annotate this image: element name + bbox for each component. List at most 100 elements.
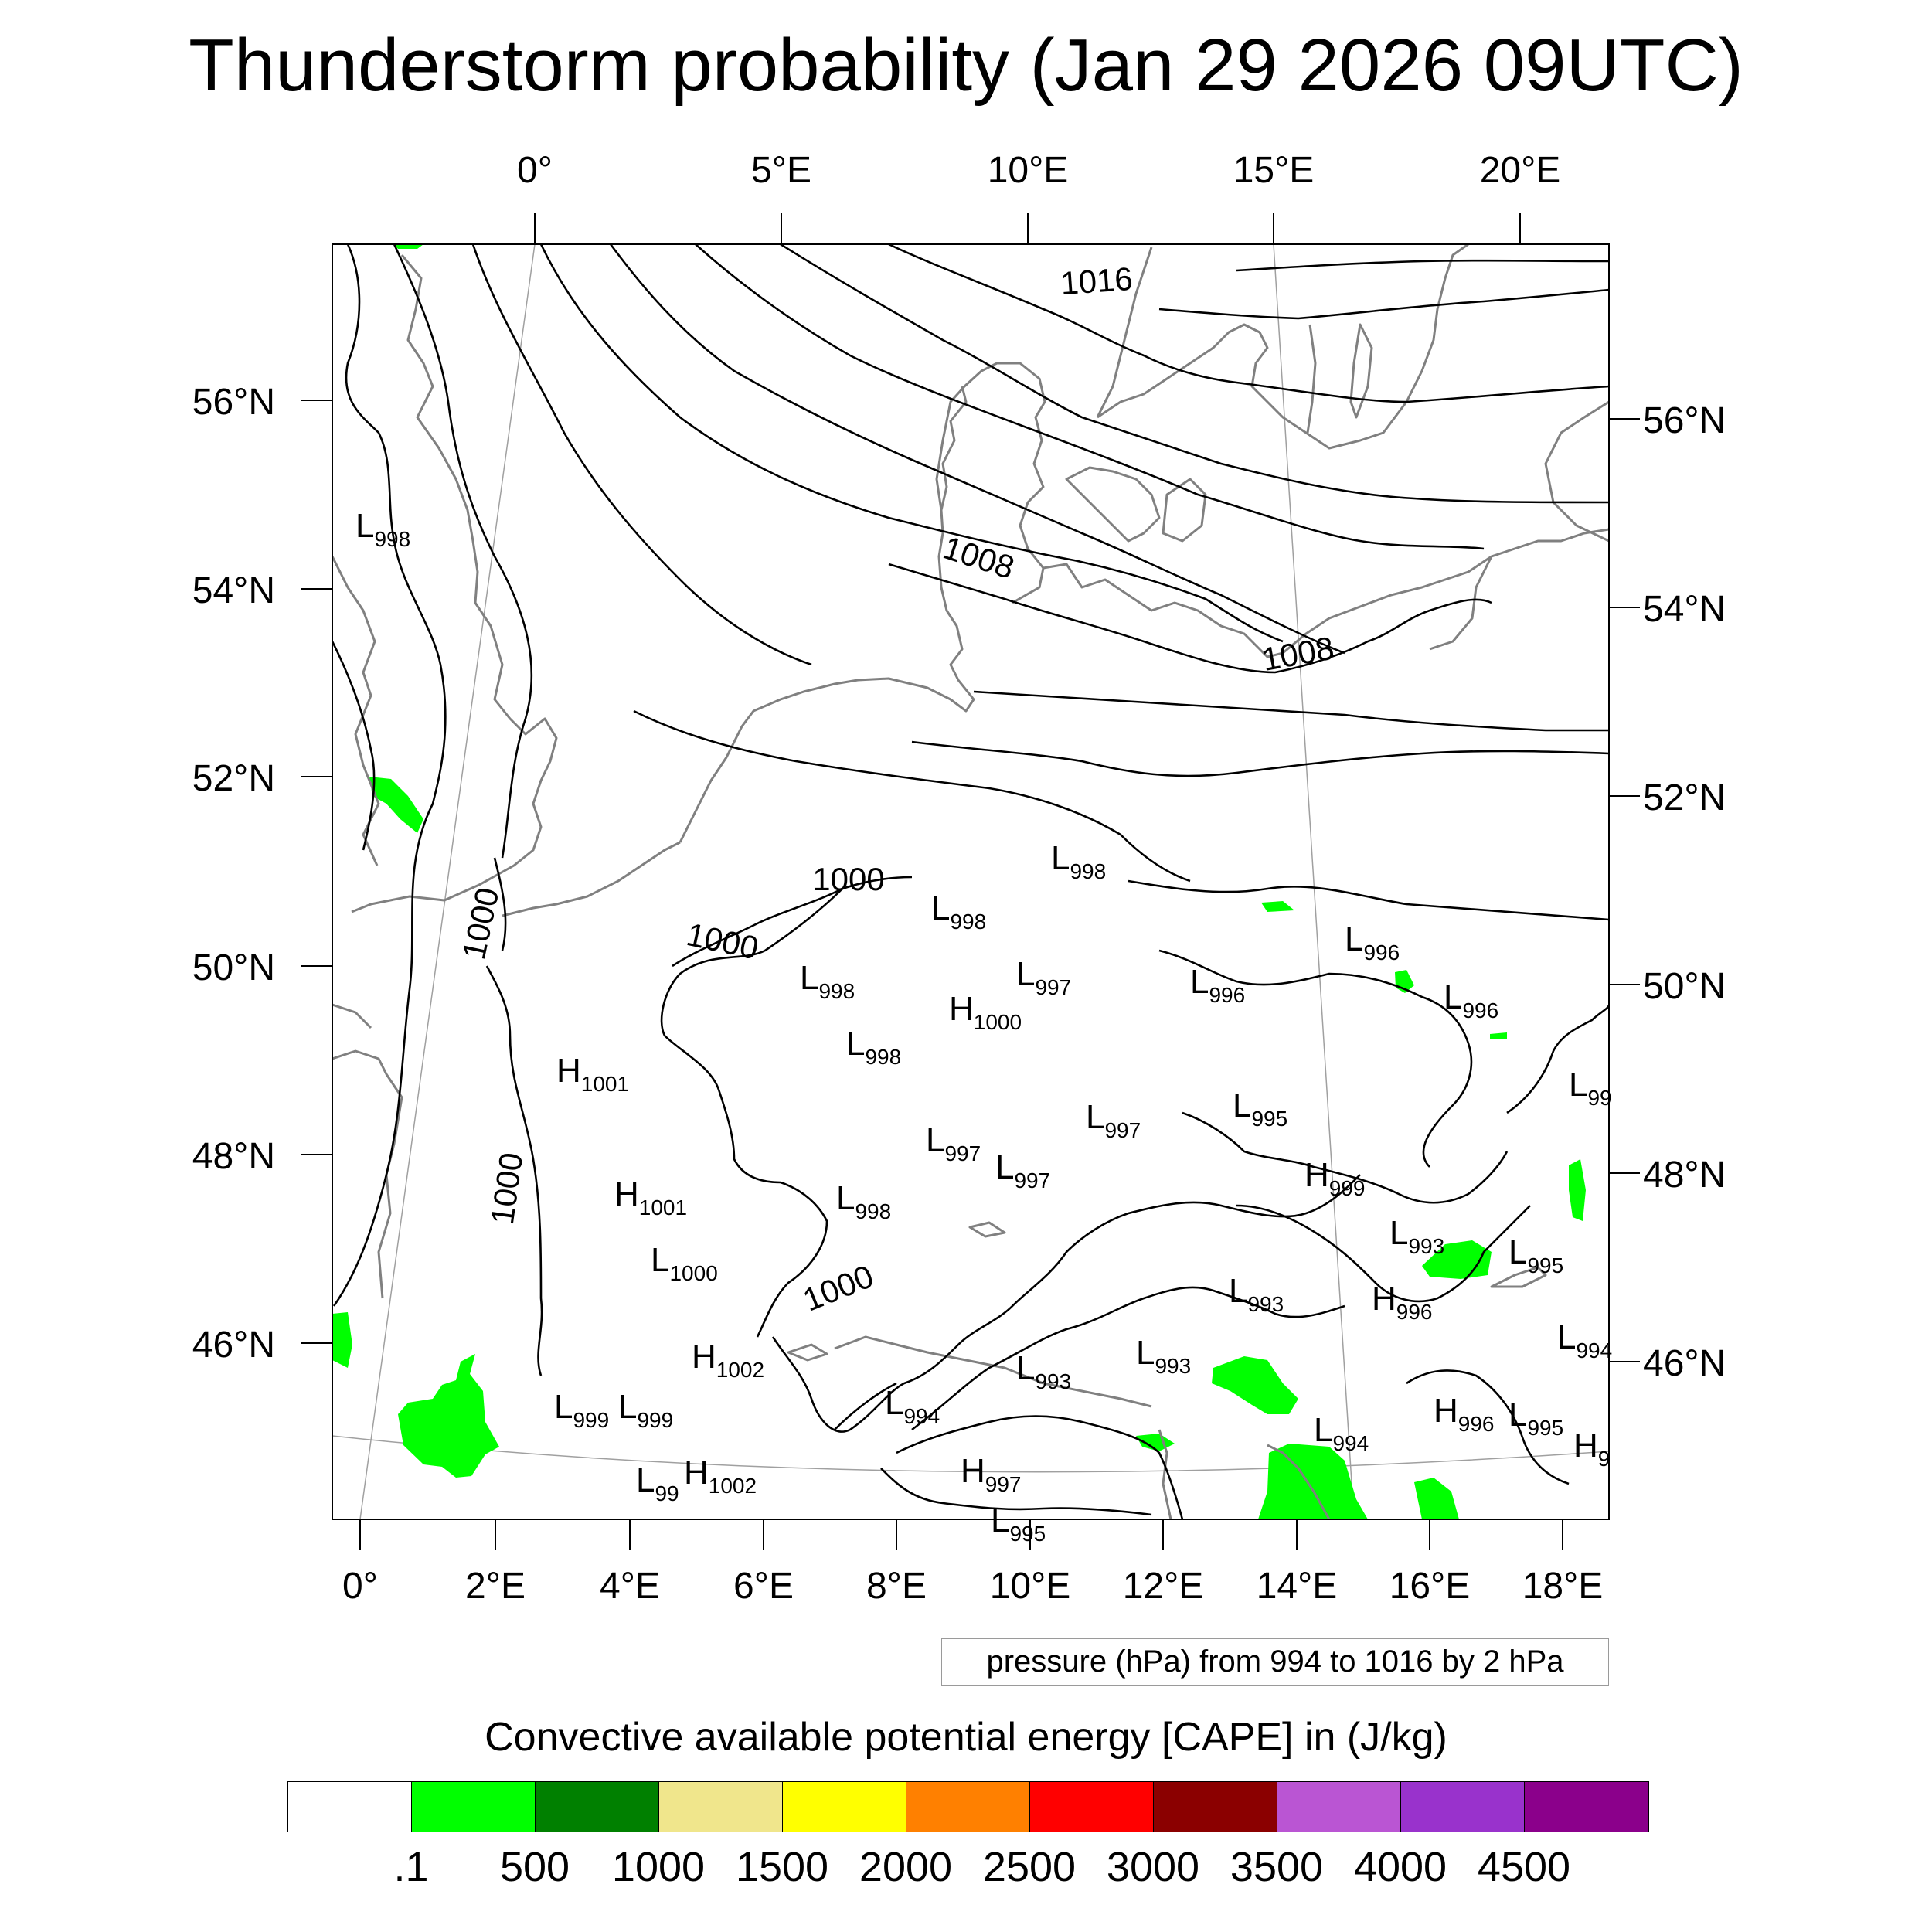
isobar-southeast-1: [1406, 1369, 1570, 1485]
isobar-label: 1016: [1060, 260, 1134, 301]
isobar-northeast-1: [1158, 288, 1609, 320]
lake-geneva: [787, 1343, 828, 1362]
low-pressure-label: L995: [1509, 1396, 1563, 1440]
bottom-lon-label: 14°E: [1257, 1566, 1338, 1607]
isobar-south-wave-1: [771, 1174, 1361, 1433]
left-lat-label: 50°N: [192, 947, 275, 988]
top-lon-label: 15°E: [1233, 150, 1315, 191]
high-pressure-label: H997: [961, 1452, 1022, 1496]
low-pressure-label: L997: [1016, 955, 1071, 999]
cape-shading: [332, 244, 1586, 1519]
zealand: [1162, 478, 1207, 543]
low-pressure-label: L995: [1233, 1087, 1287, 1131]
adriatic-coast-east: [1267, 1444, 1331, 1519]
colorbar-swatch: [906, 1782, 1030, 1832]
colorbar-swatch: [1030, 1782, 1154, 1832]
cape-area-north: [394, 244, 423, 249]
cape-area-carpathian: [1569, 1159, 1586, 1221]
low-pressure-label: L994: [1557, 1318, 1612, 1362]
isobar-east-mid: [973, 690, 1609, 732]
cape-area-southwest: [398, 1354, 499, 1478]
high-pressure-label: H996: [1434, 1392, 1495, 1436]
cape-area-adriatic: [1212, 1356, 1298, 1414]
isobar-east-central: [1128, 879, 1609, 921]
colorbar-swatch: [412, 1782, 536, 1832]
cornwall-coast: [332, 1003, 372, 1029]
isobar-east-low-1: [1158, 949, 1473, 1168]
low-pressure-label: L993: [1389, 1214, 1444, 1258]
benelux-coast: [679, 386, 975, 843]
left-lat-label: 48°N: [192, 1136, 275, 1177]
colorbar-tick-label: .1: [393, 1844, 429, 1890]
colorbar-swatch: [1401, 1782, 1525, 1832]
low-pressure-label: L993: [1136, 1334, 1191, 1378]
bottom-lon-label: 12°E: [1123, 1566, 1204, 1607]
bottom-lon-label: 16°E: [1389, 1566, 1471, 1607]
left-lat-label: 52°N: [192, 758, 275, 799]
colorbar-swatch: [288, 1782, 412, 1832]
high-pressure-label: H9: [1573, 1427, 1610, 1471]
bottom-lon-label: 4°E: [600, 1566, 660, 1607]
pressure-caption: pressure (hPa) from 994 to 1016 by 2 hPa: [941, 1638, 1609, 1686]
top-lon-label: 10°E: [988, 150, 1069, 191]
low-pressure-label: L996: [1444, 978, 1498, 1022]
low-pressure-label: L998: [836, 1179, 891, 1223]
right-lat-label: 54°N: [1643, 589, 1726, 630]
low-pressure-label: L995: [991, 1502, 1046, 1546]
isobar-1016: [888, 244, 1609, 403]
colorbar-tick-label: 2500: [982, 1844, 1077, 1890]
top-lon-label: 0°: [517, 150, 553, 191]
colorbar-swatch: [1154, 1782, 1277, 1832]
isobar-south-wave-3: [896, 1415, 1184, 1519]
low-pressure-label: L998: [931, 889, 986, 934]
danish-islands: [1065, 466, 1161, 543]
low-pressure-label: L998: [800, 959, 855, 1003]
brittany-coast: [332, 1049, 403, 1299]
britain-east-coast: [351, 254, 558, 913]
low-pressure-label: L999: [554, 1388, 609, 1432]
colorbar-swatch: [536, 1782, 659, 1832]
bottom-lon-label: 18°E: [1522, 1566, 1604, 1607]
coastlines: [332, 244, 1609, 1519]
baltic-german-coast: [1043, 528, 1609, 658]
isobar-north-2: [609, 244, 1345, 655]
lake-balaton: [1490, 1266, 1547, 1288]
isobar-1008-baltic: [888, 563, 1492, 674]
low-pressure-label: L998: [1051, 839, 1106, 883]
cape-area-west-coast: [369, 777, 423, 833]
isobar-north-1: [539, 244, 1284, 643]
isobar-east-52: [911, 740, 1609, 777]
colorbar-title: Convective available potential energy [C…: [485, 1715, 1447, 1760]
low-pressure-label: L997: [926, 1121, 981, 1165]
low-pressure-label: L996: [1190, 963, 1245, 1007]
bottom-lon-label: 2°E: [465, 1566, 526, 1607]
colorbar-tick-label: 2000: [859, 1844, 953, 1890]
figure-title: Thunderstorm probability (Jan 29 2026 09…: [189, 24, 1743, 107]
low-pressure-label: L995: [1509, 1233, 1563, 1277]
high-pressure-label: H1000: [949, 990, 1022, 1034]
colorbar-tick-label: 3000: [1106, 1844, 1200, 1890]
isobar-1000-central: [660, 876, 913, 1338]
colorbar-swatch: [783, 1782, 906, 1832]
oland: [1306, 324, 1317, 434]
cape-area-south: [1258, 1444, 1368, 1519]
high-pressure-label: H996: [1372, 1280, 1433, 1324]
sweden-west-coast: [1096, 247, 1153, 418]
low-pressure-label: L999: [618, 1388, 673, 1432]
low-pressure-label: L994: [1314, 1411, 1369, 1455]
colorbar-swatch: [1277, 1782, 1401, 1832]
isobar-north-3: [695, 244, 1485, 550]
right-lat-label: 46°N: [1643, 1343, 1726, 1384]
isobar-1000-west: [485, 965, 543, 1376]
right-lat-label: 50°N: [1643, 966, 1726, 1007]
low-pressure-label: L993: [1229, 1272, 1284, 1316]
left-lat-label: 46°N: [192, 1325, 275, 1366]
top-lon-label: 5°E: [751, 150, 811, 191]
isobar-northwest-3: [471, 244, 812, 666]
gulf-of-riga-coast: [1544, 400, 1609, 543]
poland-baltic-border: [1429, 556, 1493, 651]
isobar-central-germany: [633, 709, 1191, 883]
bottom-lon-label: 8°E: [866, 1566, 927, 1607]
isobars: [332, 244, 1609, 1519]
high-pressure-label: H1001: [556, 1052, 629, 1096]
